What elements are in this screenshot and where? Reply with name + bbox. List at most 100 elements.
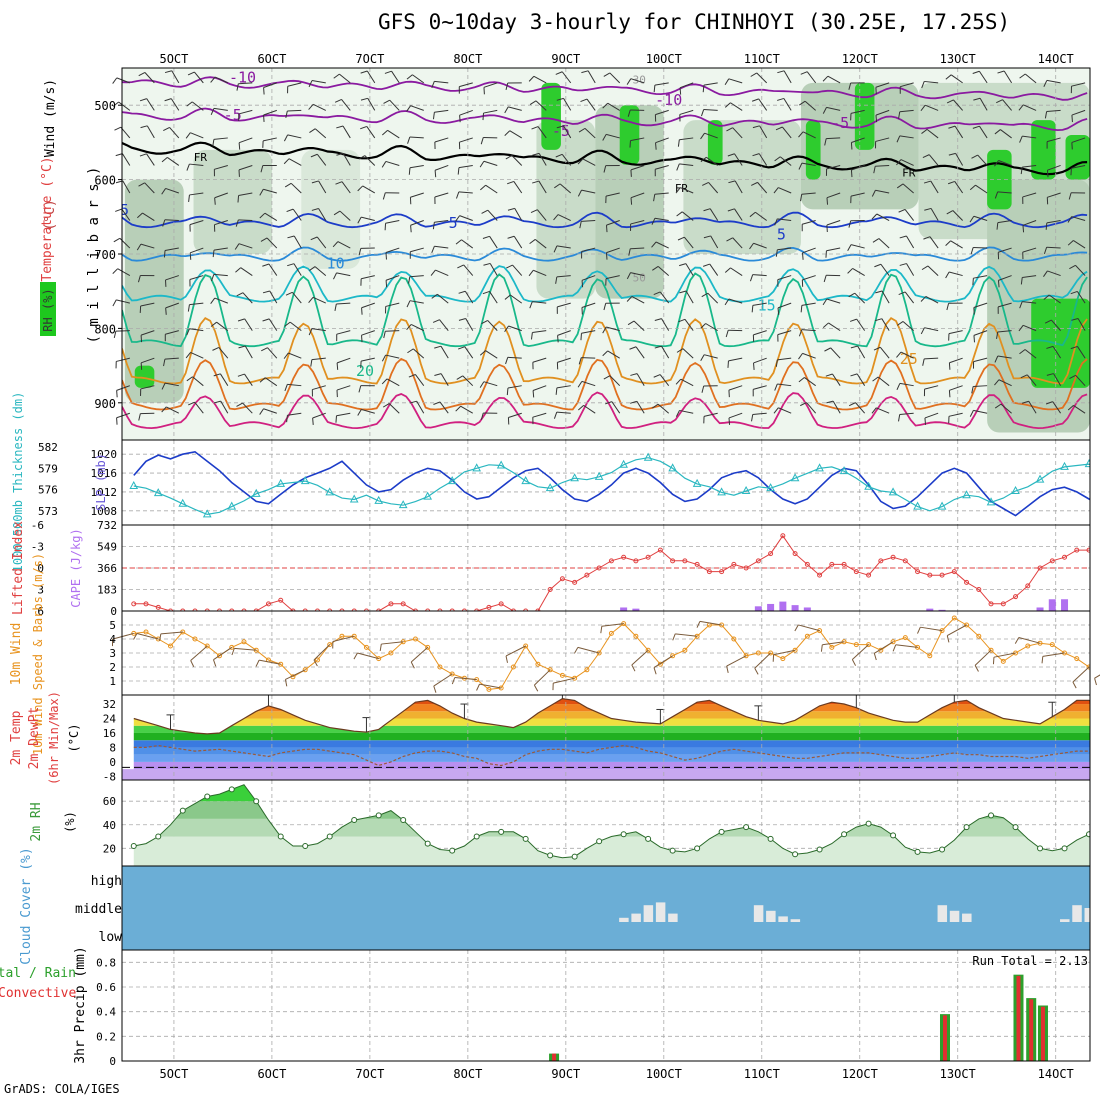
- barb-shaft: [144, 72, 155, 84]
- barb-shaft: [440, 345, 449, 359]
- wind-speed-marker: [645, 647, 651, 653]
- wind-barb: [654, 164, 669, 177]
- surface-wind-barb: [653, 655, 673, 675]
- barb-flag: [235, 267, 242, 273]
- barb-flag: [530, 209, 538, 213]
- barb-shaft: [685, 263, 694, 276]
- barb-shaft: [978, 70, 988, 84]
- wind-barb: [1022, 247, 1037, 260]
- wind-barb: [553, 245, 571, 253]
- barb-shaft: [460, 405, 474, 414]
- barb-shaft: [410, 192, 424, 198]
- wind-barb: [286, 208, 302, 221]
- wind-barb: [727, 208, 743, 221]
- thickness-marker: [129, 480, 139, 490]
- barb-shaft: [1047, 164, 1061, 171]
- wind-barb: [850, 345, 866, 359]
- lifted-index-marker: [902, 558, 908, 564]
- barb-flag: [260, 237, 268, 242]
- thickness-marker: [643, 452, 653, 461]
- wind-barb: [189, 220, 204, 232]
- temp-band: [133, 754, 1090, 762]
- barb-flag: [676, 211, 683, 217]
- barb-shaft: [973, 247, 988, 249]
- barb-flag: [653, 667, 657, 675]
- wind-barb: [458, 346, 474, 359]
- barb-flag: [577, 381, 583, 388]
- barb-flag: [432, 222, 435, 230]
- barb-shaft: [485, 350, 498, 359]
- wind-barb: [408, 164, 424, 175]
- barb-shaft: [1022, 324, 1037, 332]
- barb-shaft: [511, 155, 523, 166]
- barb-flag: [480, 137, 484, 145]
- barb-flag: [1070, 290, 1078, 295]
- lifted-index-marker: [706, 569, 712, 575]
- barb-flag: [210, 274, 215, 282]
- barb-shaft: [630, 272, 645, 277]
- y-tick-wind: 1: [109, 675, 116, 688]
- thickness-marker: [741, 485, 751, 494]
- thickness-marker: [864, 481, 873, 490]
- lifted-index-marker: [216, 608, 222, 611]
- barb-shaft: [142, 212, 155, 221]
- barb-shaft: [699, 620, 722, 626]
- x-tick-bottom: 12OCT: [842, 1067, 878, 1081]
- thickness-marker: [888, 487, 898, 496]
- barb-shaft: [360, 357, 375, 362]
- wind-barb: [259, 212, 278, 221]
- barb-flag: [382, 192, 386, 200]
- wind-barb: [434, 164, 449, 178]
- surface-wind-barb: [231, 647, 257, 656]
- wind-barb: [777, 70, 792, 84]
- wind-barb: [335, 181, 351, 194]
- barb-shaft: [341, 181, 351, 194]
- barb-flag: [505, 82, 509, 90]
- wind-barb: [679, 290, 694, 304]
- barb-shaft: [679, 163, 694, 166]
- wind-barb: [923, 385, 939, 397]
- wind-barb: [479, 381, 498, 388]
- barb-shaft: [557, 214, 571, 221]
- surface-wind-barb: [600, 623, 624, 634]
- barb-flag: [677, 139, 680, 147]
- barb-shaft: [164, 219, 179, 222]
- barb-flag: [702, 263, 710, 267]
- barb-flag: [898, 208, 906, 213]
- wind-barb: [581, 247, 596, 259]
- barb-flag: [1020, 277, 1023, 285]
- barb-shaft: [287, 82, 302, 87]
- barb-flag: [871, 407, 877, 414]
- barb-shaft: [806, 402, 817, 414]
- lifted-index-marker: [498, 601, 504, 607]
- barb-shaft: [312, 296, 326, 304]
- y-tick-precip: 0: [109, 1055, 116, 1068]
- wind-barb: [971, 385, 988, 394]
- wind-barb: [189, 275, 204, 287]
- wind-barb: [263, 109, 277, 122]
- x-tick-top: 14OCT: [1038, 52, 1074, 66]
- wind-barb: [725, 329, 743, 338]
- barb-flag: [185, 352, 191, 359]
- barb-shaft: [409, 300, 424, 304]
- surface-wind-barb: [974, 649, 992, 672]
- lifted-index-marker: [645, 554, 651, 560]
- wind-barb: [653, 291, 670, 304]
- barb-flag: [358, 155, 366, 160]
- wind-barb: [825, 164, 841, 176]
- lifted-index-marker: [339, 608, 345, 611]
- wind-barb: [1071, 137, 1086, 150]
- wind-speed-marker: [927, 653, 933, 659]
- wind-barb: [700, 132, 718, 140]
- wind-speed-marker: [388, 650, 394, 656]
- barb-flag: [382, 403, 390, 408]
- wind-barb: [259, 408, 277, 415]
- wind-panel: [131, 615, 1090, 692]
- barb-shaft: [682, 348, 694, 359]
- wind-barb: [237, 318, 253, 331]
- wind-barb: [381, 129, 400, 139]
- barb-flag: [822, 322, 829, 328]
- lifted-index-marker: [584, 572, 590, 578]
- wind-barb: [210, 297, 228, 305]
